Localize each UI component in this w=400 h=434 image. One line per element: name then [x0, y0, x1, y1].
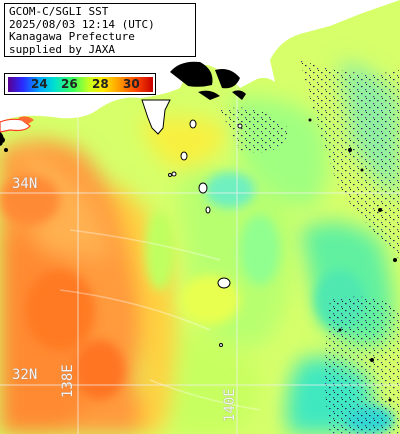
legend-tick-24: 24	[31, 77, 48, 91]
map-title-box: GCOM-C/SGLI SST 2025/08/03 12:14 (UTC) K…	[4, 3, 196, 57]
title-line-region: Kanagawa Prefecture	[9, 30, 135, 43]
lon-label-138e: 138E	[60, 364, 76, 398]
legend-tick-30: 30	[123, 77, 140, 91]
legend-tick-28: 28	[92, 77, 109, 91]
lon-label-140e: 140E	[222, 388, 238, 422]
title-line-credit: supplied by JAXA	[9, 42, 115, 56]
izu-islands	[168, 119, 243, 347]
title-line-datetime: 2025/08/03 12:14 (UTC)	[9, 17, 155, 31]
lat-label-34n: 34N	[12, 176, 38, 192]
legend-tick-26: 26	[61, 77, 78, 91]
sst-legend: 24 26 28 30	[4, 73, 156, 95]
legend-color-bar	[8, 77, 153, 92]
lat-label-32n: 32N	[12, 367, 38, 383]
title-line-product: GCOM-C/SGLI SST	[9, 5, 109, 18]
